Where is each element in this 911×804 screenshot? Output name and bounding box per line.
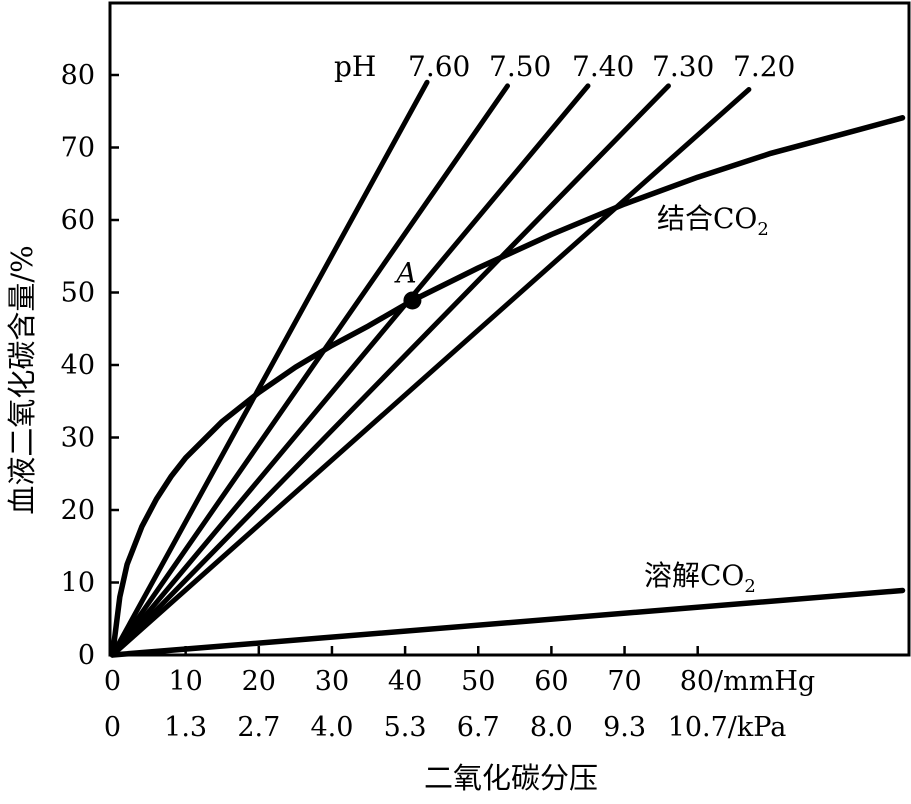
x-axis-title: 二氧化碳分压 [424, 761, 598, 795]
x-tick-label-mmhg: 10 [168, 666, 202, 697]
y-tick-label: 40 [61, 350, 95, 381]
ph-value-label: 7.40 [572, 50, 634, 83]
x-tick-label-mmhg: 20 [242, 666, 276, 697]
plot-lines [109, 79, 906, 658]
ph-line [110, 83, 591, 658]
x-tick-label-mmhg: 60 [534, 666, 568, 697]
ph-line [110, 83, 671, 658]
ph-value-label: 7.50 [489, 50, 551, 83]
ph-line [110, 83, 511, 658]
plot-labels: 0102030405060708000101.3202.7304.0405.35… [61, 50, 816, 743]
y-tick-label: 0 [78, 640, 95, 671]
x-tick-label-mmhg: 40 [388, 666, 422, 697]
y-tick-label: 50 [61, 278, 95, 309]
series-label-main: 结合CO [657, 202, 757, 235]
series-label-subscript: 2 [744, 576, 755, 597]
ph-line [110, 79, 430, 658]
x-tick-label-kpa: 4.0 [310, 712, 353, 743]
x-tick-label-mmhg: 70 [607, 666, 641, 697]
point-a-label: A [393, 256, 416, 289]
x-tick-label-kpa: 10.7/kPa [668, 712, 787, 743]
dissolved-co2-label: 溶解CO2 [644, 559, 756, 597]
y-tick-label: 10 [61, 568, 95, 599]
y-tick-label: 30 [61, 423, 95, 454]
x-tick-label-kpa: 6.7 [457, 712, 500, 743]
x-tick-label-mmhg: 80/mmHg [680, 666, 816, 697]
series-label-subscript: 2 [757, 219, 768, 240]
plot-frame [108, 1, 911, 657]
ph-line [110, 87, 752, 658]
point-a-marker [403, 291, 422, 310]
x-tick-label-mmhg: 30 [315, 666, 349, 697]
ph-prefix-label: pH [334, 50, 376, 83]
dissolved-co2-line [109, 587, 906, 658]
y-tick-label: 80 [61, 60, 95, 91]
x-tick-label-mmhg: 50 [461, 666, 495, 697]
y-tick-label: 70 [61, 133, 95, 164]
x-tick-label-kpa: 5.3 [384, 712, 427, 743]
y-tick-label: 60 [61, 205, 95, 236]
x-tick-label-kpa: 1.3 [164, 712, 207, 743]
x-tick-label-kpa: 2.7 [237, 712, 280, 743]
x-tick-label-mmhg: 0 [104, 666, 121, 697]
y-axis-title: 血液二氧化碳含量/% [5, 245, 39, 514]
bound-co2-label: 结合CO2 [657, 202, 769, 240]
x-tick-label-kpa: 9.3 [603, 712, 646, 743]
ph-value-label: 7.20 [733, 50, 795, 83]
plot-border [108, 1, 911, 657]
series-label-main: 溶解CO [644, 559, 744, 592]
ph-value-label: 7.30 [652, 50, 714, 83]
bound-co2-curve [109, 115, 906, 658]
ph-value-label: 7.60 [408, 50, 470, 83]
y-tick-label: 20 [61, 495, 95, 526]
x-tick-label-kpa: 0 [104, 712, 121, 743]
x-tick-label-kpa: 8.0 [530, 712, 573, 743]
